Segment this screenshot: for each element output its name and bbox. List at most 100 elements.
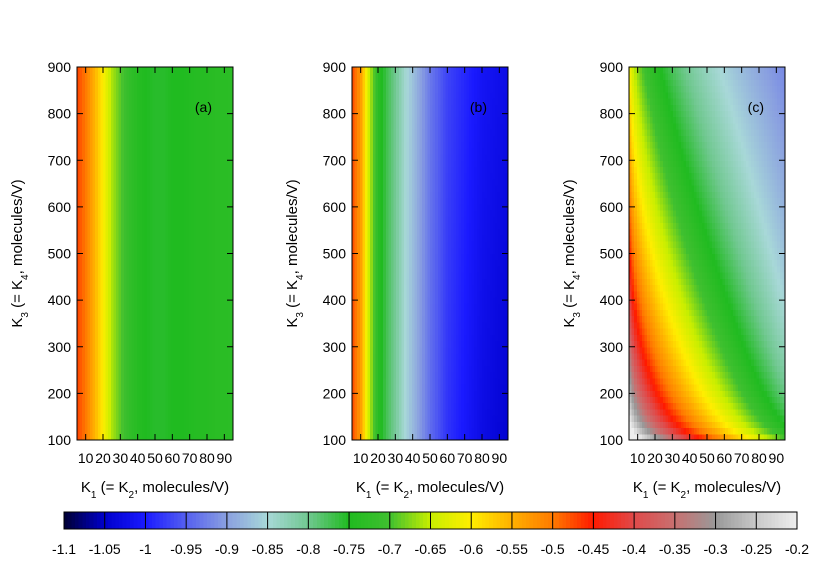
heatmap-cell (149, 178, 153, 186)
heatmap-cell (95, 104, 99, 112)
heatmap-cell (398, 222, 402, 230)
heatmap-cell (204, 427, 208, 435)
heatmap-cell (209, 278, 213, 286)
heatmap-cell (181, 110, 185, 118)
heatmap-cell (406, 371, 410, 379)
heatmap-cell (380, 104, 384, 112)
heatmap-cell (227, 122, 231, 130)
heatmap-cell (168, 315, 172, 323)
heatmap-cell (142, 129, 146, 136)
heatmap-cell (160, 85, 164, 93)
heatmap-cell (162, 241, 166, 248)
heatmap-cell (134, 79, 138, 87)
heatmap-cell (152, 141, 156, 149)
heatmap-cell (393, 228, 397, 236)
heatmap-cell (92, 154, 96, 161)
heatmap-cell (168, 284, 172, 292)
heatmap-cell (207, 98, 211, 105)
heatmap-cell (220, 352, 224, 360)
heatmap-cell (160, 228, 164, 236)
heatmap-cell (134, 359, 138, 366)
heatmap-cell (77, 222, 81, 230)
heatmap-cell (220, 154, 224, 161)
heatmap-cell (191, 259, 195, 267)
heatmap-cell (372, 334, 376, 342)
heatmap-cell (95, 253, 99, 261)
heatmap-cell (139, 334, 143, 342)
heatmap-cell (388, 178, 392, 186)
heatmap-cell (380, 396, 384, 404)
heatmap-cell (220, 290, 224, 298)
heatmap-cell (147, 265, 151, 273)
heatmap-cell (401, 67, 405, 74)
heatmap-cell (113, 359, 117, 366)
heatmap-cell (136, 209, 140, 217)
heatmap-cell (129, 297, 133, 304)
heatmap-cell (207, 222, 211, 230)
heatmap-cell (97, 346, 101, 354)
heatmap-cell (79, 197, 83, 205)
heatmap-cell (144, 197, 148, 205)
heatmap-cell (398, 185, 402, 192)
heatmap-cell (170, 185, 174, 192)
heatmap-cell (97, 185, 101, 192)
heatmap-cell (79, 303, 83, 310)
heatmap-cell (359, 160, 363, 167)
heatmap-cell (90, 259, 94, 267)
heatmap-cell (191, 396, 195, 404)
heatmap-cell (380, 135, 384, 143)
heatmap-cell (183, 303, 187, 310)
heatmap-cell (84, 241, 88, 248)
heatmap-cell (406, 67, 410, 74)
heatmap-cell (227, 415, 231, 422)
heatmap-cell (139, 377, 143, 385)
heatmap-cell (121, 415, 125, 422)
heatmap-cell (352, 154, 356, 161)
heatmap-cell (398, 328, 402, 335)
heatmap-cell (212, 135, 216, 143)
heatmap-cell (207, 147, 211, 155)
heatmap-cell (147, 85, 151, 93)
heatmap-cell (362, 334, 366, 342)
heatmap-cell (105, 340, 109, 348)
heatmap-cell (139, 98, 143, 105)
heatmap-cell (82, 185, 86, 192)
heatmap-cell (87, 377, 91, 385)
heatmap-cell (116, 110, 120, 118)
heatmap-cell (214, 135, 218, 143)
heatmap-cell (162, 384, 166, 391)
heatmap-cell (212, 234, 216, 242)
heatmap-cell (181, 402, 185, 410)
heatmap-cell (230, 433, 234, 441)
heatmap-cell (367, 116, 371, 124)
heatmap-cell (220, 265, 224, 273)
heatmap-cell (168, 253, 172, 261)
heatmap-cell (352, 172, 356, 180)
heatmap-cell (401, 346, 405, 354)
heatmap-cell (149, 85, 153, 93)
heatmap-cell (144, 203, 148, 211)
heatmap-cell (77, 259, 81, 267)
heatmap-cell (404, 98, 408, 105)
heatmap-cell (131, 371, 135, 379)
heatmap-cell (217, 203, 221, 211)
heatmap-cell (79, 185, 83, 192)
heatmap-cell (178, 98, 182, 105)
heatmap-cell (212, 402, 216, 410)
heatmap-cell (188, 73, 192, 80)
heatmap-cell (388, 104, 392, 112)
heatmap-cell (391, 135, 395, 143)
heatmap-cell (383, 79, 387, 87)
heatmap-cell (84, 328, 88, 335)
heatmap-cell (162, 390, 166, 397)
heatmap-cell (90, 216, 94, 223)
heatmap-cell (188, 303, 192, 310)
heatmap-cell (103, 290, 107, 298)
heatmap-cell (391, 85, 395, 93)
heatmap-cell (108, 284, 112, 292)
heatmap-cell (82, 321, 86, 329)
heatmap-cell (207, 328, 211, 335)
heatmap-cell (352, 247, 356, 254)
heatmap-cell (220, 253, 224, 261)
heatmap-cell (391, 172, 395, 180)
